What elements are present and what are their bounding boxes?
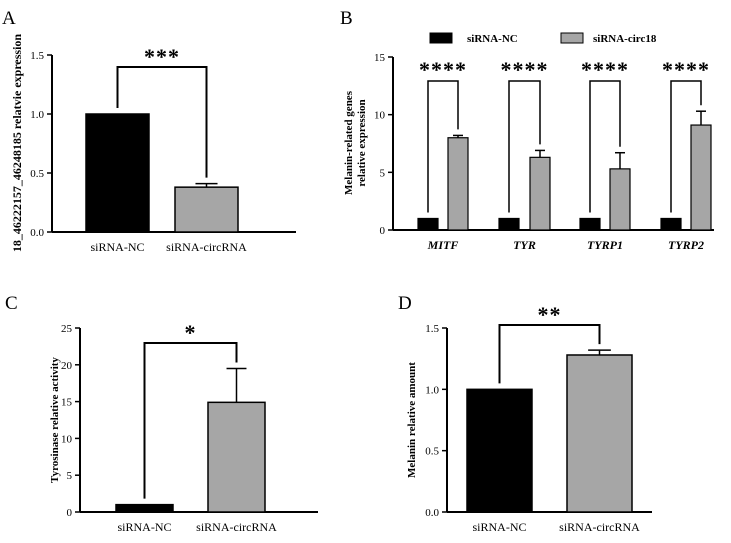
panel-d-category-label: siRNA-NC <box>472 520 526 534</box>
panel-a-y-tick-label: 1.5 <box>30 50 44 62</box>
panel-d: D 0.0 0.5 1.0 1.5 siRNA-NC siRNA-circRNA ** Mel… <box>398 293 652 534</box>
panel-d-significance-stars: ** <box>538 302 562 327</box>
panel-b-category-label: TYRP1 <box>587 238 623 252</box>
panel-a-y-axis-title: 18_46222157_46248185 relatvie expression <box>10 34 24 253</box>
panel-b-significance-stars: **** <box>581 57 629 82</box>
panel-c-y-tick-label: 15 <box>61 397 73 409</box>
panel-a: A 0.0 0.5 1.0 1.5 siRNA-NC siRNA-circRNA *** 18… <box>2 8 296 254</box>
panel-b-letter: B <box>340 8 353 29</box>
panel-d-letter: D <box>398 293 412 314</box>
panel-a-category-label: siRNA-circRNA <box>166 240 247 254</box>
panel-b-significance-stars: **** <box>662 57 710 82</box>
panel-b-y-axis-title-line2: relative expression <box>356 99 368 186</box>
panel-a-y-tick-label: 1.0 <box>30 109 44 121</box>
panel-b-bar-circ <box>447 137 469 231</box>
panel-b-category-label: TYRP2 <box>668 238 704 252</box>
panel-a-bar-circ <box>174 186 239 233</box>
panel-d-y-tick-label: 0.5 <box>425 446 439 458</box>
panel-d-bar-circ <box>566 354 633 513</box>
panel-d-significance-bracket <box>498 324 601 384</box>
panel-b-significance-bracket <box>670 80 702 213</box>
panel-c-category-label: siRNA-NC <box>117 520 171 534</box>
panel-c-bar-nc <box>115 503 174 513</box>
panel-b-bar-circ <box>609 168 631 231</box>
panel-b-legend-label-nc: siRNA-NC <box>467 33 518 45</box>
panel-b-significance-bracket <box>589 80 621 213</box>
panel-d-y-tick-label: 1.0 <box>425 384 439 396</box>
panel-c-y-tick-label: 20 <box>61 360 73 372</box>
panel-d-y-axis-title: Melanin relative amount <box>406 362 418 478</box>
panel-c-letter: C <box>5 293 18 314</box>
panel-b-y-tick-label: 5 <box>380 167 386 179</box>
panel-d-y-tick-label: 1.5 <box>425 323 439 335</box>
panel-b-bar-nc <box>498 217 520 231</box>
panel-c-y-tick-label: 25 <box>61 323 73 335</box>
panel-b-y-tick-label: 10 <box>374 110 386 122</box>
panel-a-significance-bracket <box>116 66 208 178</box>
panel-b-y-axis-title-line1: Melanin-related genes <box>343 90 355 195</box>
panel-a-significance-stars: *** <box>144 44 180 69</box>
panel-a-category-label: siRNA-NC <box>90 240 144 254</box>
panel-c-y-tick-label: 10 <box>61 433 73 445</box>
panel-b: B 0 5 10 15 **** MITF **** TYR **** TYRP1 **** TYRP… <box>340 8 714 252</box>
panel-a-letter: A <box>2 8 16 29</box>
panel-b-bar-circ <box>529 156 551 231</box>
panel-c-bar-circ <box>207 401 266 513</box>
panel-d-category-label: siRNA-circRNA <box>559 520 640 534</box>
panel-c-category-label: siRNA-circRNA <box>196 520 277 534</box>
panel-a-y-tick-label: 0.0 <box>30 227 44 239</box>
panel-d-y-tick-label: 0.0 <box>425 507 439 519</box>
panel-b-legend-swatch-nc <box>429 32 453 44</box>
panel-b-significance-stars: **** <box>419 57 467 82</box>
panel-b-significance-bracket <box>427 80 459 213</box>
panel-b-y-tick-label: 0 <box>380 225 386 237</box>
panel-b-y-tick-label: 15 <box>374 52 386 64</box>
panel-c-significance-stars: * <box>185 320 197 345</box>
panel-a-bar-nc <box>85 113 150 233</box>
panel-c-y-tick-label: 5 <box>67 470 73 482</box>
panel-b-significance-bracket <box>508 80 541 213</box>
panel-c-significance-bracket <box>143 342 238 499</box>
panel-d-bar-nc <box>466 388 533 513</box>
panel-b-bar-circ <box>690 124 712 231</box>
panel-b-significance-stars: **** <box>501 57 549 82</box>
panel-c-y-axis-title: Tyrosinase relative activity <box>49 357 61 483</box>
panel-b-legend-label-circ: siRNA-circ18 <box>593 33 657 45</box>
panel-b-category-label: TYR <box>513 238 536 252</box>
panel-b-bar-nc <box>579 217 601 231</box>
panel-b-category-label: MITF <box>427 238 459 252</box>
panel-c: C 0 5 10 15 20 25 siRNA-NC siRNA-circRNA * Tyrosi… <box>5 293 318 534</box>
panel-b-bar-nc <box>660 217 682 231</box>
panel-b-legend-swatch-circ <box>560 32 584 44</box>
panel-a-y-tick-label: 0.5 <box>30 168 44 180</box>
panel-b-bar-nc <box>417 217 439 231</box>
panel-c-y-tick-label: 0 <box>67 507 73 519</box>
